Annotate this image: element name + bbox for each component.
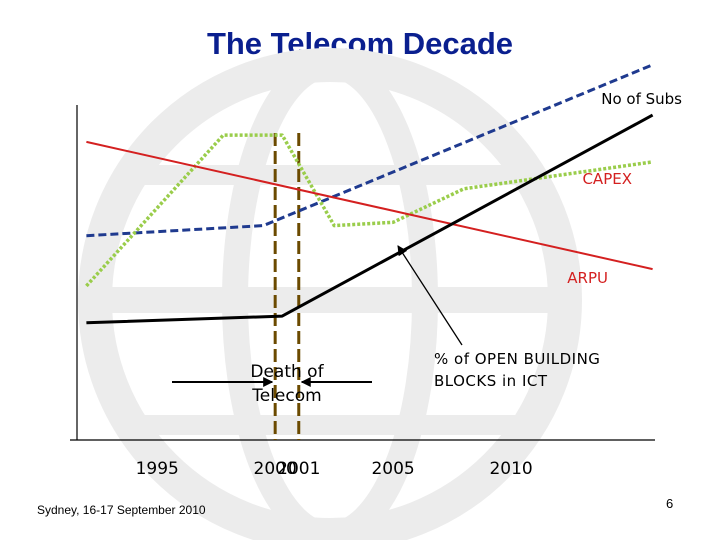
series-label-subs: No of Subs [601,90,682,108]
series-label-open-blocks: % of OPEN BUILDING [434,350,600,368]
series-label-open-blocks: BLOCKS in ICT [434,372,548,390]
series-line-open-blocks [86,113,654,325]
footer-text: Sydney, 16-17 September 2010 [37,503,206,517]
series-label-arpu: ARPU [567,269,608,287]
series-line-capex [85,133,653,288]
watermark-globe [78,48,582,540]
x-tick-label: 2010 [489,459,532,479]
x-tick-label: 2000 [254,459,297,479]
series-line-subs [86,63,654,238]
series-line-arpu [86,140,653,271]
open-blocks-pointer [397,245,463,346]
x-tick-label: 2005 [371,459,414,479]
page-number: 6 [666,496,674,511]
x-tick-label: 1995 [136,459,179,479]
annotation-text: Death of [250,362,324,382]
annotation-text: Telecom [251,386,321,406]
series-label-capex: CAPEX [582,170,632,188]
x-tick-label: 2001 [277,459,320,479]
